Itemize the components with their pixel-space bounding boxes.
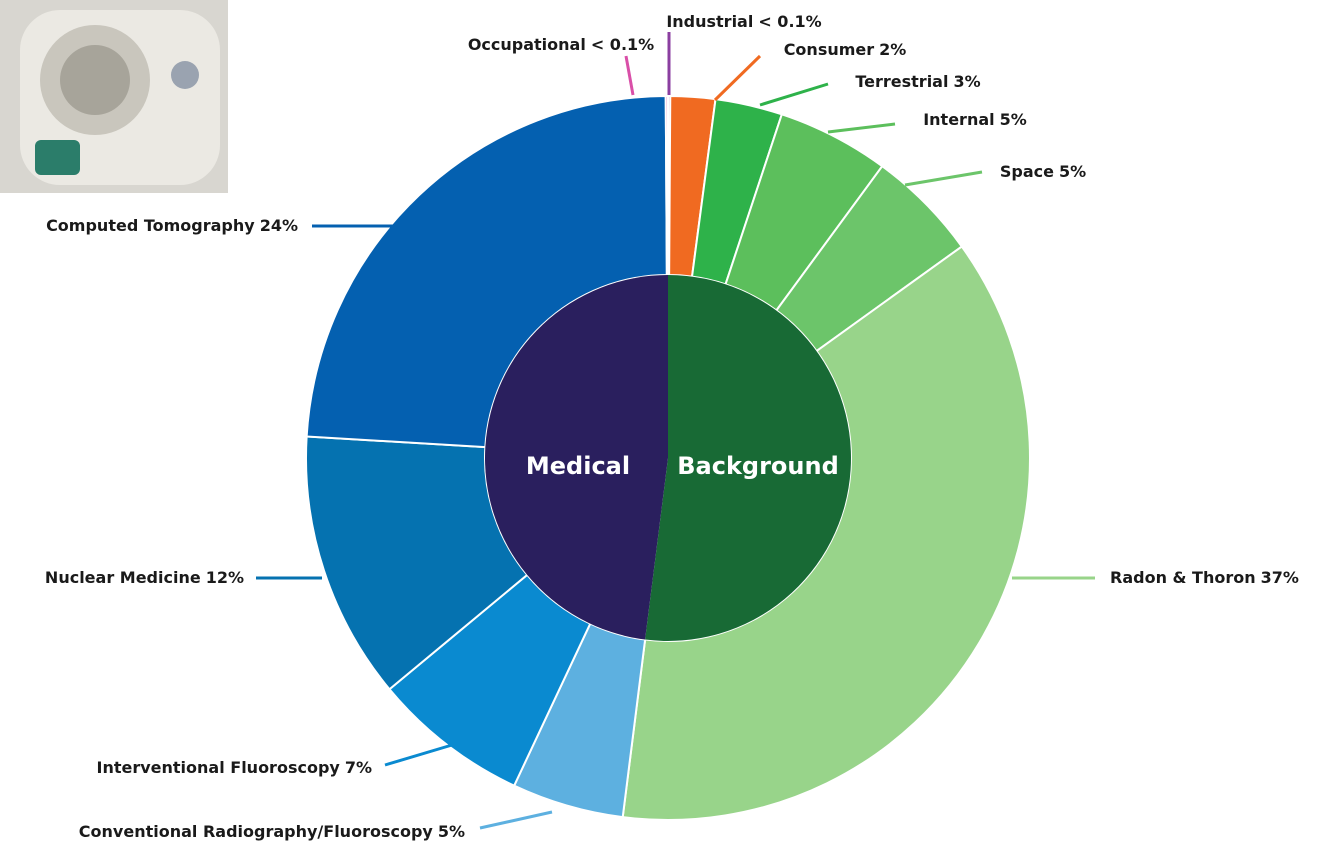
slice-label: Computed Tomography 24% bbox=[46, 216, 298, 235]
slice-name: Industrial bbox=[666, 12, 753, 31]
slice-name: Radon & Thoron bbox=[1110, 568, 1256, 587]
slice-label: Radon & Thoron 37% bbox=[1110, 568, 1299, 587]
slice-label: Space 5% bbox=[1000, 162, 1086, 181]
outer-slice bbox=[664, 94, 669, 277]
slice-name: Computed Tomography bbox=[46, 216, 255, 235]
slice-label: Conventional Radiography/Fluoroscopy 5% bbox=[79, 822, 465, 841]
leader-line bbox=[827, 122, 896, 134]
slice-label: Nuclear Medicine 12% bbox=[45, 568, 244, 587]
slice-name: Interventional Fluoroscopy bbox=[96, 758, 340, 777]
slice-value: 2% bbox=[879, 40, 906, 59]
inner-slice bbox=[484, 275, 668, 640]
slice-label: Internal 5% bbox=[923, 110, 1027, 129]
slice-value: 5% bbox=[1000, 110, 1027, 129]
inner-slice bbox=[645, 275, 851, 641]
leader-line bbox=[759, 82, 829, 107]
inner-label: Medical bbox=[526, 452, 630, 480]
slice-label: Interventional Fluoroscopy 7% bbox=[96, 758, 372, 777]
leader-line bbox=[384, 743, 453, 767]
photo bbox=[0, 0, 228, 193]
leader-line bbox=[479, 810, 553, 830]
slice-name: Nuclear Medicine bbox=[45, 568, 201, 587]
leader-line bbox=[624, 55, 635, 96]
slice-value: 5% bbox=[1059, 162, 1086, 181]
slice-value: 12% bbox=[206, 568, 244, 587]
slice-name: Internal bbox=[923, 110, 994, 129]
slice-label: Occupational < 0.1% bbox=[468, 35, 654, 54]
slice-name: Terrestrial bbox=[855, 72, 948, 91]
slice-value: 5% bbox=[438, 822, 465, 841]
slice-value: 37% bbox=[1261, 568, 1299, 587]
slice-label: Terrestrial 3% bbox=[855, 72, 980, 91]
inner-label: Background bbox=[677, 452, 839, 480]
slice-label: Consumer 2% bbox=[784, 40, 907, 59]
slice-value: < 0.1% bbox=[591, 35, 654, 54]
slice-name: Consumer bbox=[784, 40, 875, 59]
slice-value: 3% bbox=[953, 72, 980, 91]
slice-value: < 0.1% bbox=[758, 12, 821, 31]
slice-name: Space bbox=[1000, 162, 1054, 181]
slice-label: Industrial < 0.1% bbox=[666, 12, 821, 31]
slice-name: Occupational bbox=[468, 35, 586, 54]
slice-name: Conventional Radiography/Fluoroscopy bbox=[79, 822, 434, 841]
leader-line bbox=[904, 170, 983, 187]
slice-value: 24% bbox=[260, 216, 298, 235]
leader-line bbox=[713, 54, 762, 102]
slice-value: 7% bbox=[345, 758, 372, 777]
